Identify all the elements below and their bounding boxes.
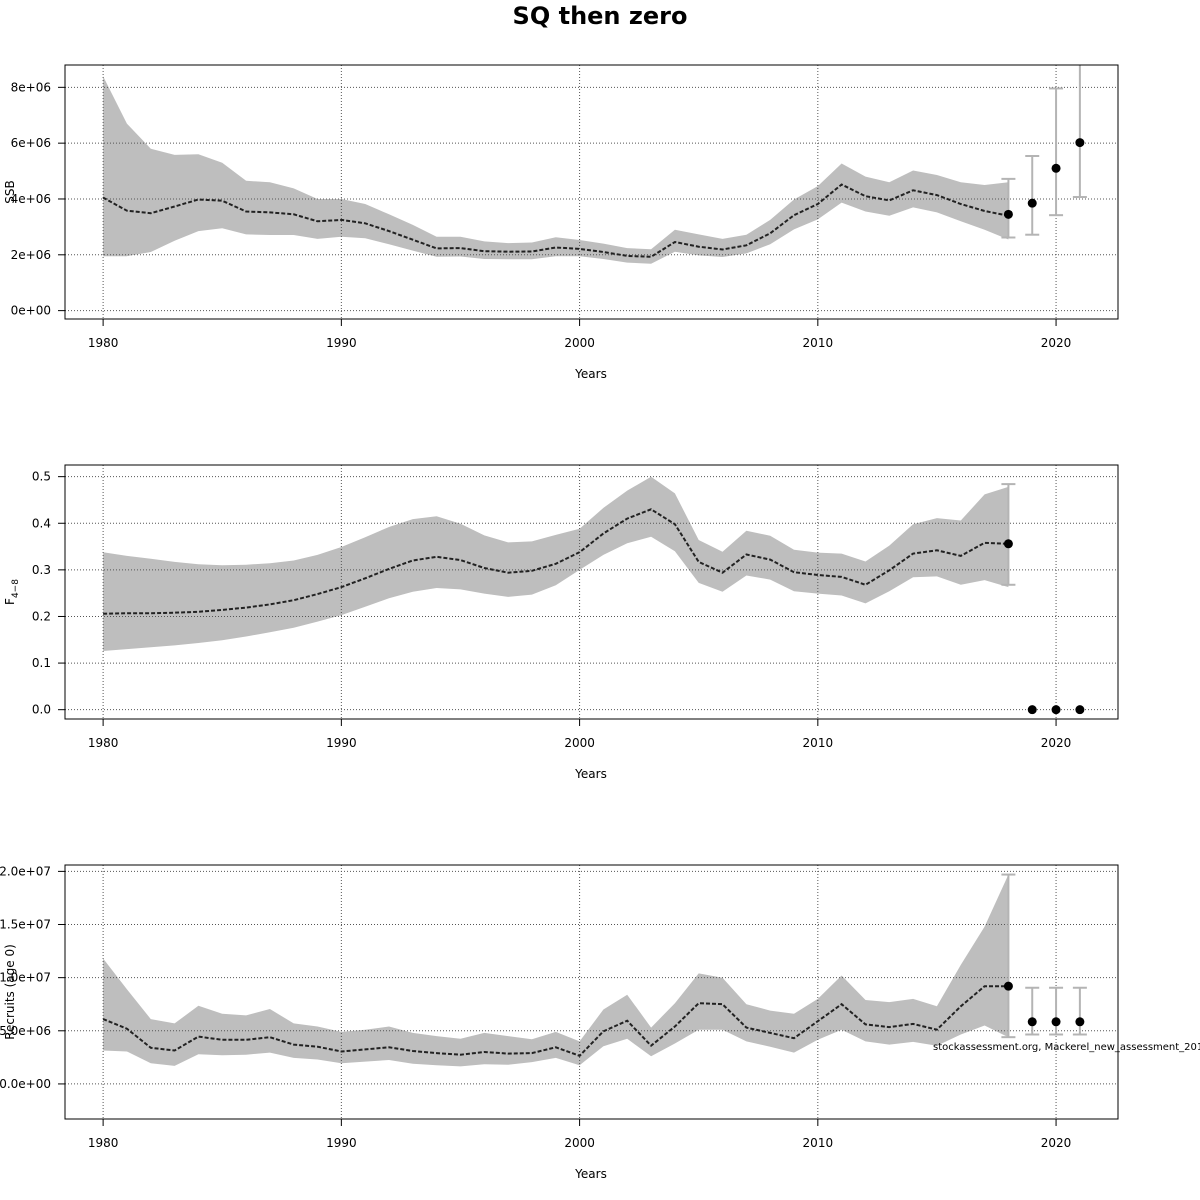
y-tick-label: 2.0e+07	[0, 864, 51, 878]
confidence-band	[103, 874, 1009, 1067]
footnote: stockassessment.org, Mackerel_new_assess…	[933, 1042, 1200, 1053]
y-tick-label: 0e+00	[11, 304, 51, 318]
x-tick-label: 2010	[803, 1136, 834, 1150]
y-tick-label: 0.0	[32, 703, 51, 717]
estimate-line	[102, 183, 1009, 258]
x-axis-label: Years	[574, 767, 607, 781]
y-tick-label: 0.3	[32, 563, 51, 577]
y-tick-label: 0.0e+00	[0, 1077, 51, 1091]
y-tick-label: 0.5	[32, 470, 51, 484]
y-tick-label: 8e+06	[11, 80, 51, 94]
x-tick-label: 2010	[803, 736, 834, 750]
figure-title: SQ then zero	[513, 2, 688, 30]
x-axis-label: Years	[574, 367, 607, 381]
forecast-point	[1051, 1017, 1061, 1027]
x-tick-label: 1980	[88, 336, 119, 350]
forecast-point	[1027, 705, 1037, 715]
y-tick-label: 2e+06	[11, 248, 51, 262]
forecast-point	[1003, 539, 1013, 549]
x-tick-label: 1980	[88, 736, 119, 750]
y-tick-label: 1.5e+07	[0, 918, 51, 932]
panel-fishing-mortality: 1980 1990 2000 2010 2020 0.0 0.1 0.2 0.3 0.4 0.5 Ye…	[3, 464, 1119, 781]
y-axis-label: SSB	[3, 180, 17, 203]
plot-frame	[64, 864, 1119, 1120]
forecast-point	[1051, 705, 1061, 715]
confidence-band	[103, 76, 1009, 264]
x-tick-label: 1980	[88, 1136, 119, 1150]
y-tick-label: 0.4	[32, 516, 51, 530]
y-tick-label: 6e+06	[11, 136, 51, 150]
forecast-point	[1075, 138, 1085, 148]
plot-frame	[64, 64, 1119, 320]
panel-recruits: 1980 1990 2000 2010 2020 0.0e+00 5.0e+06 1.0e+0…	[0, 864, 1119, 1181]
y-tick-label: 4e+06	[11, 192, 51, 206]
x-tick-label: 1990	[326, 736, 357, 750]
y-tick-label: 0.1	[32, 656, 51, 670]
x-axis-label: Years	[574, 1167, 607, 1181]
y-axis-label-main: F	[3, 598, 17, 605]
x-tick-label: 2020	[1041, 736, 1072, 750]
y-axis-label: F4−8	[3, 579, 21, 605]
forecast-point	[1027, 198, 1037, 208]
x-tick-label: 1990	[326, 1136, 357, 1150]
forecast-point	[1075, 1017, 1085, 1027]
y-axis-label: Recruits (age 0)	[3, 944, 17, 1040]
y-tick-label: 0.2	[32, 609, 51, 623]
y-tick-label: 5.0e+06	[0, 1024, 51, 1038]
panel-ssb: 1980 1990 2000 2010 2020 0e+00 2e+06 4e+06 6e+06…	[3, 64, 1119, 381]
estimate-line	[103, 508, 1009, 615]
x-tick-label: 2010	[803, 336, 834, 350]
forecast-point	[1075, 705, 1085, 715]
x-tick-label: 2000	[564, 736, 595, 750]
x-tick-label: 2000	[564, 336, 595, 350]
plot-frame	[64, 464, 1119, 720]
y-axis-label-subscript: 4−8	[11, 579, 21, 598]
x-tick-label: 2020	[1041, 336, 1072, 350]
x-tick-label: 2020	[1041, 1136, 1072, 1150]
y-tick-label: 1.0e+07	[0, 971, 51, 985]
x-tick-label: 2000	[564, 1136, 595, 1150]
x-tick-label: 1990	[326, 336, 357, 350]
estimate-line	[102, 985, 1009, 1057]
forecast-point	[1003, 209, 1013, 219]
forecast-point	[1051, 163, 1061, 173]
forecast-point	[1027, 1017, 1037, 1027]
forecast-point	[1003, 981, 1013, 991]
